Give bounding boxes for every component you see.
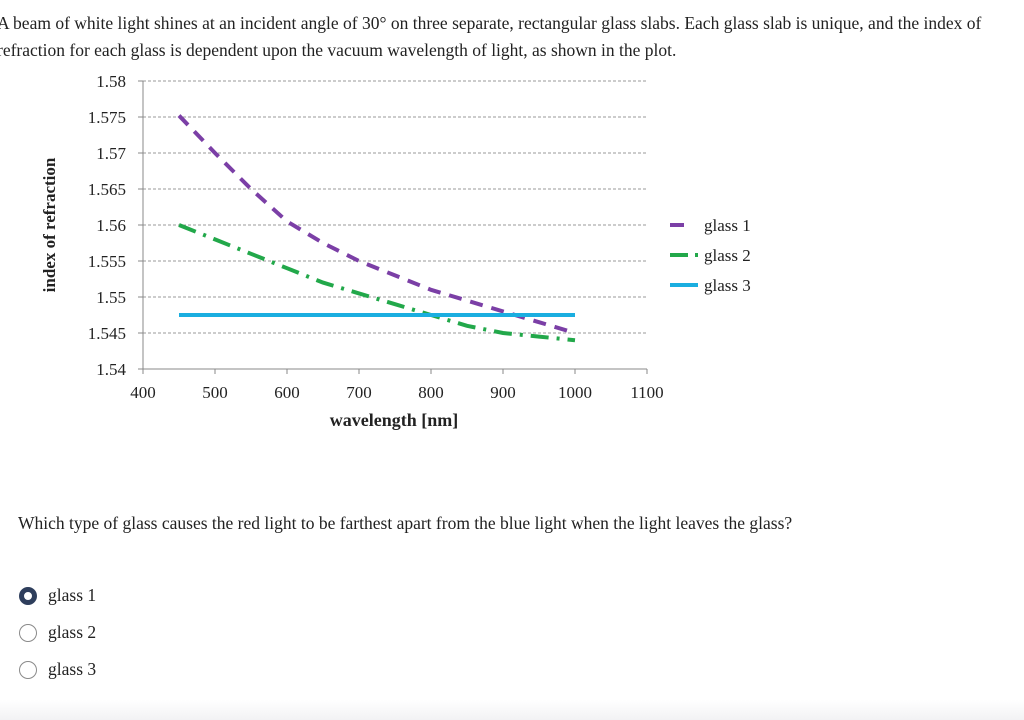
y-axis-label: index of refraction [40, 157, 59, 292]
y-tick-label: 1.58 [96, 72, 126, 91]
series-line-glass-2 [178, 223, 576, 343]
x-axis-label: wavelength [nm] [330, 410, 459, 430]
chart-series [177, 114, 576, 343]
y-tick-label: 1.545 [88, 324, 126, 343]
page-bottom-shade [0, 700, 1024, 720]
option-glass-1[interactable]: glass 1 [19, 577, 96, 614]
x-tick-label: 600 [274, 383, 300, 402]
series-line-glass-1 [177, 114, 576, 335]
x-tick-label: 1000 [558, 383, 592, 402]
legend-label: glass 1 [704, 216, 751, 235]
option-label: glass 3 [48, 659, 97, 679]
y-tick-label: 1.555 [88, 252, 126, 271]
y-tick-label: 1.55 [96, 288, 126, 307]
y-tick-label: 1.54 [96, 360, 126, 379]
y-tick-labels: 1.54 1.545 1.55 1.555 1.56 1.565 1.57 1.575 1.58 [88, 72, 127, 379]
legend-label: glass 2 [704, 246, 751, 265]
radio-button-glass-3[interactable] [19, 660, 37, 679]
chart-gridlines [143, 80, 647, 334]
chart-legend: glass 1 glass 2 glass 3 [670, 216, 751, 295]
y-tick-label: 1.565 [88, 180, 126, 199]
option-label: glass 1 [48, 585, 97, 605]
refraction-chart: 1.54 1.545 1.55 1.555 1.56 1.565 1.57 1.575 1.58… [40, 72, 751, 430]
legend-label: glass 3 [704, 276, 751, 295]
radio-button-glass-2[interactable] [19, 623, 37, 642]
y-tick-label: 1.57 [96, 144, 126, 163]
x-tick-label: 500 [202, 383, 228, 402]
y-tick-label: 1.56 [96, 216, 126, 235]
x-tick-label: 400 [130, 383, 156, 402]
option-glass-2[interactable]: glass 2 [19, 614, 96, 651]
option-glass-3[interactable]: glass 3 [19, 651, 96, 688]
x-tick-label: 900 [490, 383, 516, 402]
problem-intro-text: A beam of white light shines at an incid… [0, 13, 982, 60]
radio-button-glass-1[interactable] [19, 586, 37, 605]
x-tick-labels: 400 500 600 700 800 900 1000 1100 [130, 383, 663, 402]
chart-axes [138, 80, 648, 374]
x-tick-label: 700 [346, 383, 372, 402]
x-tick-label: 800 [418, 383, 444, 402]
y-tick-label: 1.575 [88, 108, 126, 127]
question-text: Which type of glass causes the red light… [18, 513, 793, 533]
answer-options: glass 1 glass 2 glass 3 [19, 577, 96, 688]
option-label: glass 2 [48, 622, 97, 642]
x-tick-label: 1100 [630, 383, 663, 402]
